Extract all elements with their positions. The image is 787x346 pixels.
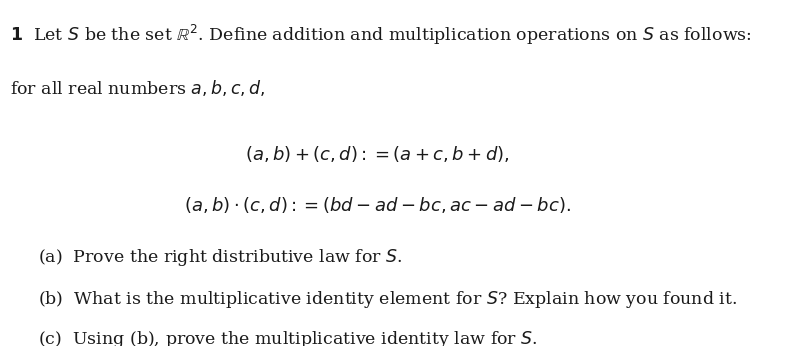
Text: $(a,b)+(c,d):=(a+c,b+d),$: $(a,b)+(c,d):=(a+c,b+d),$ bbox=[246, 144, 510, 164]
Text: (a)  Prove the right distributive law for $S$.: (a) Prove the right distributive law for… bbox=[38, 247, 402, 268]
Text: (c)  Using (b), prove the multiplicative identity law for $S$.: (c) Using (b), prove the multiplicative … bbox=[38, 329, 538, 346]
Text: (b)  What is the multiplicative identity element for $S$? Explain how you found : (b) What is the multiplicative identity … bbox=[38, 289, 737, 310]
Text: for all real numbers $a, b, c, d,$: for all real numbers $a, b, c, d,$ bbox=[10, 78, 266, 98]
Text: $\mathbf{1}$  Let $S$ be the set $\mathbb{R}^2$. Define addition and multiplicat: $\mathbf{1}$ Let $S$ be the set $\mathbb… bbox=[10, 22, 752, 47]
Text: $(a,b)\cdot(c,d):=(bd-ad-bc,ac-ad-bc).$: $(a,b)\cdot(c,d):=(bd-ad-bc,ac-ad-bc).$ bbox=[184, 195, 571, 216]
